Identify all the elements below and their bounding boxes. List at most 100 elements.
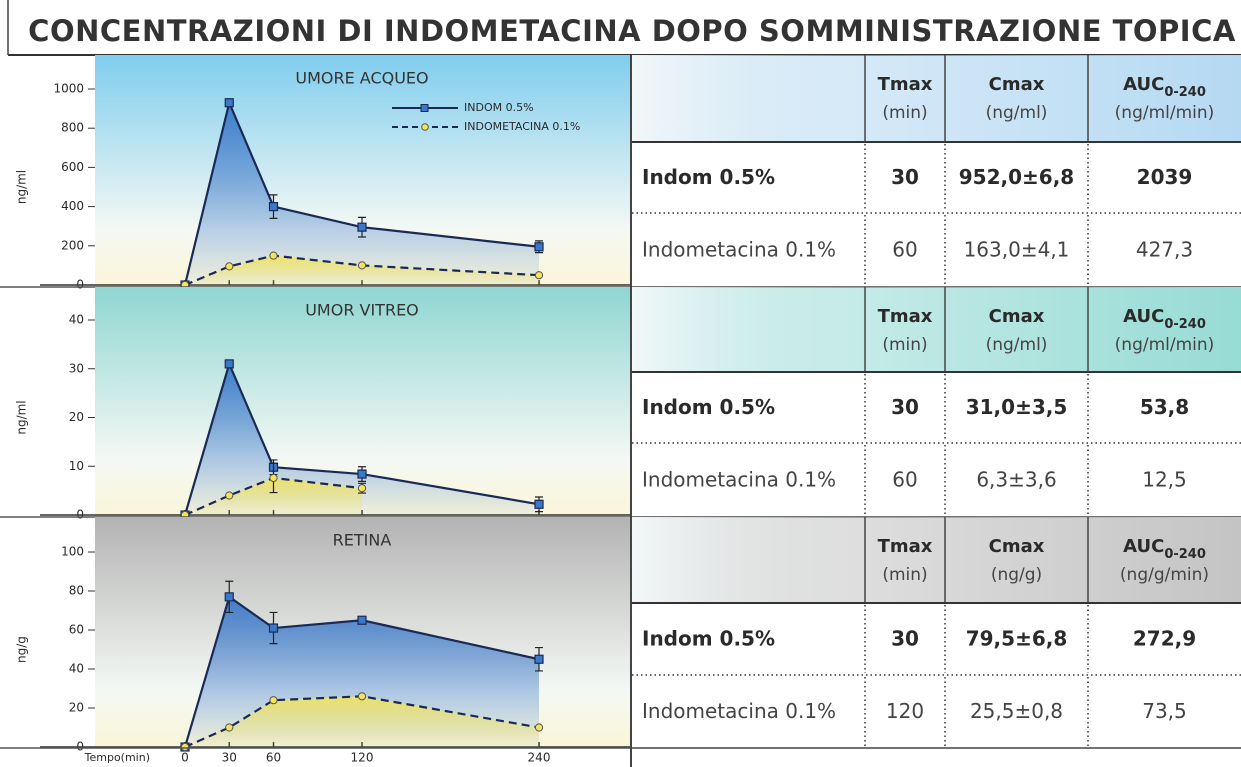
- marker: [224, 359, 234, 369]
- table-cell: 53,8: [1140, 395, 1189, 419]
- y-tick-label: 10: [69, 459, 84, 473]
- y-axis-label: ng/ml: [15, 170, 29, 204]
- marker: [268, 623, 279, 633]
- header-name: Tmax: [878, 74, 933, 95]
- line: [184, 695, 540, 749]
- y-axis-label: ng/ml: [15, 400, 29, 434]
- table-cell: 79,5±6,8: [966, 627, 1068, 651]
- header-sub: 0-240: [1164, 547, 1206, 562]
- marker: [225, 491, 234, 500]
- header-name: AUC0-240: [1123, 306, 1206, 332]
- figure-title: CONCENTRAZIONI DI INDOMETACINA DOPO SOMM…: [28, 14, 1236, 48]
- header-unit: (ng/g/min): [1120, 565, 1209, 585]
- y-tick-label: 100: [61, 545, 84, 559]
- table-cell: 73,5: [1142, 699, 1187, 723]
- y-tick-label: 80: [69, 584, 84, 598]
- header-name: Cmax: [989, 536, 1045, 557]
- header-name: Tmax: [878, 536, 933, 557]
- table-cell: 30: [891, 627, 919, 651]
- x-tick-label: 0: [181, 751, 189, 765]
- chart-title: UMORE ACQUEO: [295, 69, 428, 88]
- marker: [269, 696, 278, 705]
- header-name-text: Cmax: [989, 536, 1045, 557]
- x-tick-label: 120: [351, 751, 374, 765]
- y-tick-label: 40: [69, 313, 84, 327]
- header-unit: (min): [882, 335, 927, 355]
- header-unit: (ng/g): [991, 565, 1042, 585]
- header-name: Tmax: [878, 306, 933, 327]
- table-cell: 60: [892, 238, 917, 262]
- legend-marker: [420, 104, 429, 112]
- y-axis-label: ng/g: [15, 636, 29, 663]
- header-name-text: Cmax: [989, 306, 1045, 327]
- table-header-bg: [632, 55, 1241, 142]
- table-header-bg: [632, 517, 1241, 603]
- marker: [180, 742, 190, 752]
- table-cell: 427,3: [1136, 238, 1193, 262]
- header-name: AUC0-240: [1123, 536, 1206, 562]
- y-tick-label: 600: [61, 160, 84, 174]
- table-cell: 952,0±6,8: [959, 165, 1074, 189]
- legend-label: INDOM 0.5%: [464, 101, 534, 114]
- table-cell: 120: [886, 699, 924, 723]
- header-sub: 0-240: [1164, 85, 1206, 100]
- table-cell: 12,5: [1142, 468, 1187, 492]
- marker: [224, 592, 234, 602]
- x-tick-label: 30: [222, 751, 237, 765]
- x-tick-label: 60: [266, 751, 281, 765]
- legend-label: INDOMETACINA 0.1%: [464, 120, 580, 133]
- header-unit: (ng/ml): [986, 335, 1048, 355]
- marker: [357, 222, 367, 232]
- y-tick-label: 60: [69, 623, 84, 637]
- header-name-text: AUC: [1123, 74, 1164, 95]
- table-cell: 60: [892, 468, 917, 492]
- marker: [225, 262, 234, 271]
- chart-title: UMOR VITREO: [305, 301, 419, 320]
- marker: [357, 469, 367, 479]
- y-tick-label: 1000: [53, 82, 84, 96]
- y-tick-label: 30: [69, 361, 84, 375]
- table-cell: 6,3±3,6: [976, 468, 1056, 492]
- header-unit: (ng/ml/min): [1115, 335, 1215, 355]
- header-name-text: AUC: [1123, 536, 1164, 557]
- marker: [268, 202, 279, 212]
- row-label: Indom 0.5%: [642, 395, 775, 419]
- marker: [269, 251, 278, 260]
- marker: [534, 654, 544, 664]
- header-name-text: Tmax: [878, 74, 933, 95]
- header-name-text: AUC: [1123, 306, 1164, 327]
- row-label: Indom 0.5%: [642, 165, 775, 189]
- title-bar: [0, 0, 1241, 55]
- table-cell: 25,5±0,8: [970, 699, 1063, 723]
- row-label: Indometacina 0.1%: [642, 699, 836, 723]
- marker: [534, 242, 544, 252]
- marker: [224, 98, 234, 108]
- chart-title: RETINA: [333, 531, 392, 550]
- header-name-text: Cmax: [989, 74, 1045, 95]
- header-unit: (ng/ml): [986, 103, 1048, 123]
- header-name-text: Tmax: [878, 306, 933, 327]
- header-name: Cmax: [989, 74, 1045, 95]
- y-tick-label: 800: [61, 121, 84, 135]
- row-label: Indometacina 0.1%: [642, 468, 836, 492]
- table-cell: 30: [891, 165, 919, 189]
- area: [185, 255, 539, 285]
- marker: [534, 271, 544, 280]
- marker: [357, 484, 367, 493]
- y-tick-label: 200: [61, 238, 84, 252]
- marker: [534, 499, 544, 509]
- x-tick-label: 240: [528, 751, 551, 765]
- header-name: Cmax: [989, 306, 1045, 327]
- table-header-bg: [632, 287, 1241, 372]
- header-unit: (min): [882, 103, 927, 123]
- area: [185, 696, 539, 747]
- line: [184, 476, 363, 517]
- header-unit: (min): [882, 565, 927, 585]
- y-tick-label: 20: [69, 701, 84, 715]
- marker: [269, 473, 278, 483]
- x-axis-label: Tempo(min): [84, 751, 150, 764]
- y-tick-label: 40: [69, 662, 84, 676]
- marker: [357, 615, 367, 625]
- header-unit: (ng/ml/min): [1115, 103, 1215, 123]
